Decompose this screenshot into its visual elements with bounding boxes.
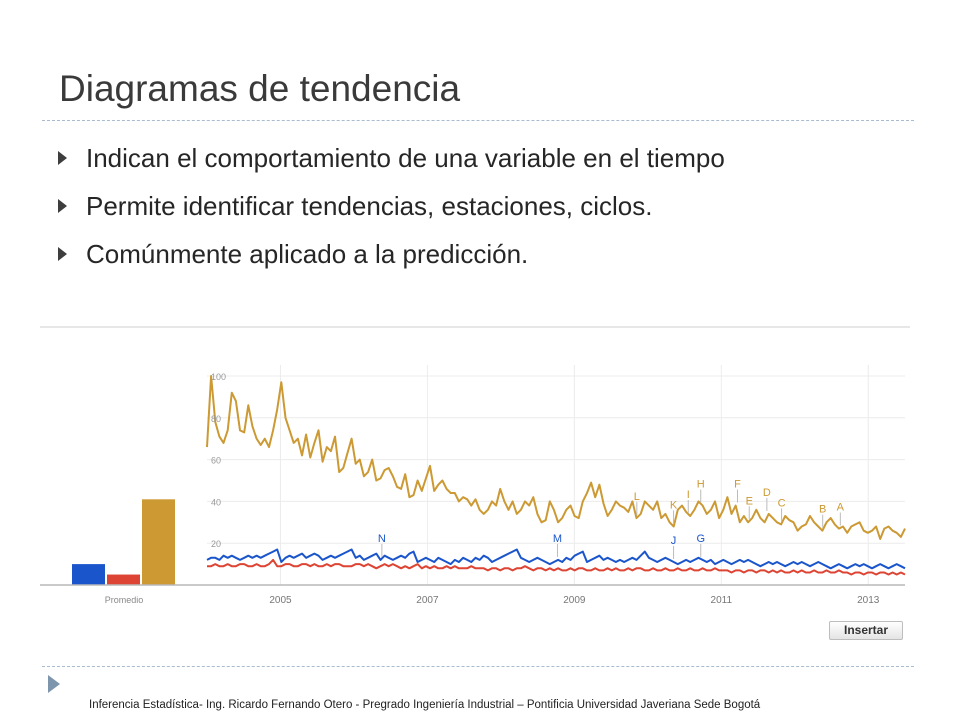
x-tick-label: 2005 [269, 595, 292, 606]
series-line-1 [206, 375, 906, 540]
average-bars: Promedio [72, 499, 175, 605]
series-line-3 [207, 558, 906, 576]
bullet-text: Permite identificar tendencias, estacion… [86, 190, 653, 221]
annotation-label: D [763, 487, 771, 499]
title-divider [42, 120, 914, 121]
insert-button[interactable]: Insertar [829, 621, 903, 640]
bullet-list: Indican el comportamiento de una variabl… [58, 134, 725, 278]
x-tick-label: 2007 [416, 595, 439, 606]
x-tick-label: 2013 [857, 595, 880, 606]
annotation-label: I [687, 489, 690, 501]
footer-divider [42, 666, 914, 667]
y-tick-label: 80 [211, 414, 221, 424]
average-bar [72, 564, 105, 585]
bullet-text: Comúnmente aplicado a la predicción. [86, 238, 529, 269]
x-tick-label: 2009 [563, 595, 586, 606]
y-tick-label: 40 [211, 497, 221, 507]
annotation-label: G [696, 533, 705, 545]
series-line-2 [206, 548, 906, 570]
annotation-label: L [634, 491, 640, 503]
annotation-label: H [697, 479, 705, 491]
bullet-item: Comúnmente aplicado a la predicción. [58, 230, 725, 278]
footer-arrow-icon [48, 675, 60, 693]
bullet-arrow-icon [58, 247, 67, 261]
series-lines [206, 375, 906, 576]
bullet-text: Indican el comportamiento de una variabl… [86, 142, 725, 173]
annotation-label: N [378, 533, 386, 545]
x-tick-labels: 2005 2007 2009 2011 2013 [269, 595, 879, 606]
y-tick-label: 60 [211, 456, 221, 466]
footer-text: Inferencia Estadística- Ing. Ricardo Fer… [89, 699, 761, 711]
annotation-label: C [778, 497, 786, 509]
annotation-label: M [553, 533, 562, 545]
bullet-arrow-icon [58, 151, 67, 165]
annotation-label: K [670, 499, 678, 511]
annotation-label: J [671, 535, 677, 547]
bullet-item: Permite identificar tendencias, estacion… [58, 182, 725, 230]
y-tick-label: 20 [211, 539, 221, 549]
bullet-item: Indican el comportamiento de una variabl… [58, 134, 725, 182]
annotation-label: F [734, 479, 741, 491]
bullet-arrow-icon [58, 199, 67, 213]
chart-grid [207, 365, 905, 585]
average-bar [107, 574, 140, 585]
average-label: Promedio [105, 595, 144, 605]
average-bar [142, 499, 175, 585]
slide-title: Diagramas de tendencia [59, 68, 461, 109]
y-tick-label: 100 [211, 372, 226, 382]
annotation-label: E [746, 495, 753, 507]
annotation-label: A [837, 502, 845, 514]
y-tick-labels: 20 40 60 80 100 [211, 372, 226, 549]
annotation-label: B [819, 504, 826, 516]
x-tick-label: 2011 [711, 595, 733, 606]
